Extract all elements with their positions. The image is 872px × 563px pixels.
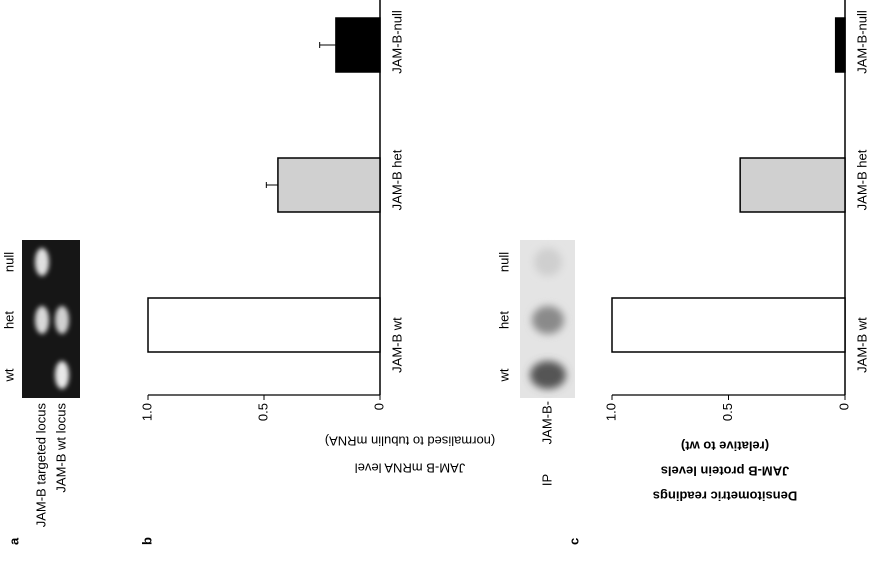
lane-label: null: [1, 252, 16, 272]
bar: [335, 17, 381, 73]
lane-label: het: [496, 311, 511, 329]
gel-band: [55, 361, 69, 389]
y-tick-label: 1.0: [603, 403, 618, 421]
x-tick-label: JAM-B-null: [855, 10, 870, 74]
x-tick-label: JAM-B-null: [390, 10, 405, 74]
gel-band: [534, 248, 562, 276]
y-axis-label: JAM-B protein levels: [661, 464, 790, 479]
row-label: IP: [539, 474, 554, 486]
figure-body: a b c JAM-B targeted locus JAM-B wt locu…: [1, 0, 870, 545]
x-tick-label: JAM-B wt: [390, 317, 405, 373]
panel-label: c: [566, 538, 581, 545]
bar: [739, 157, 846, 213]
bar: [611, 297, 846, 353]
x-tick-label: JAM-B het: [855, 149, 870, 210]
gel-band: [35, 248, 49, 276]
lane-label: het: [1, 311, 16, 329]
lane-label: wt: [1, 368, 16, 382]
y-axis-label: (relative to wt): [681, 439, 769, 454]
lane-label: wt: [496, 368, 511, 382]
gel-band: [532, 306, 564, 334]
bar: [147, 297, 381, 353]
gel-c: [520, 240, 575, 398]
y-tick-label: 0.5: [720, 403, 735, 421]
bar: [834, 17, 846, 73]
gel-band: [530, 361, 566, 389]
y-axis-label: Densitometric readings: [653, 489, 798, 504]
y-axis-label: (normalised to tubulin mRNA): [325, 434, 496, 449]
gel-image: [22, 240, 80, 398]
y-tick-label: 0.5: [255, 403, 270, 421]
gel-band: [55, 306, 69, 334]
y-tick-label: 1.0: [139, 403, 154, 421]
gel-band: [35, 306, 49, 334]
x-tick-label: JAM-B wt: [855, 317, 870, 373]
bar: [277, 157, 381, 213]
panel-label: b: [139, 537, 154, 545]
y-axis-label: JAM-B mRNA level: [355, 461, 466, 476]
row-label: JAM-B-: [539, 401, 554, 444]
y-tick-label: 0: [836, 403, 851, 410]
panel-label: a: [6, 537, 21, 545]
row-label: JAM-B wt locus: [53, 403, 68, 493]
row-label: JAM-B targeted locus: [33, 403, 48, 528]
lane-label: null: [496, 252, 511, 272]
gel-a: [22, 240, 80, 398]
x-tick-label: JAM-B het: [390, 149, 405, 210]
y-tick-label: 0: [371, 403, 386, 410]
